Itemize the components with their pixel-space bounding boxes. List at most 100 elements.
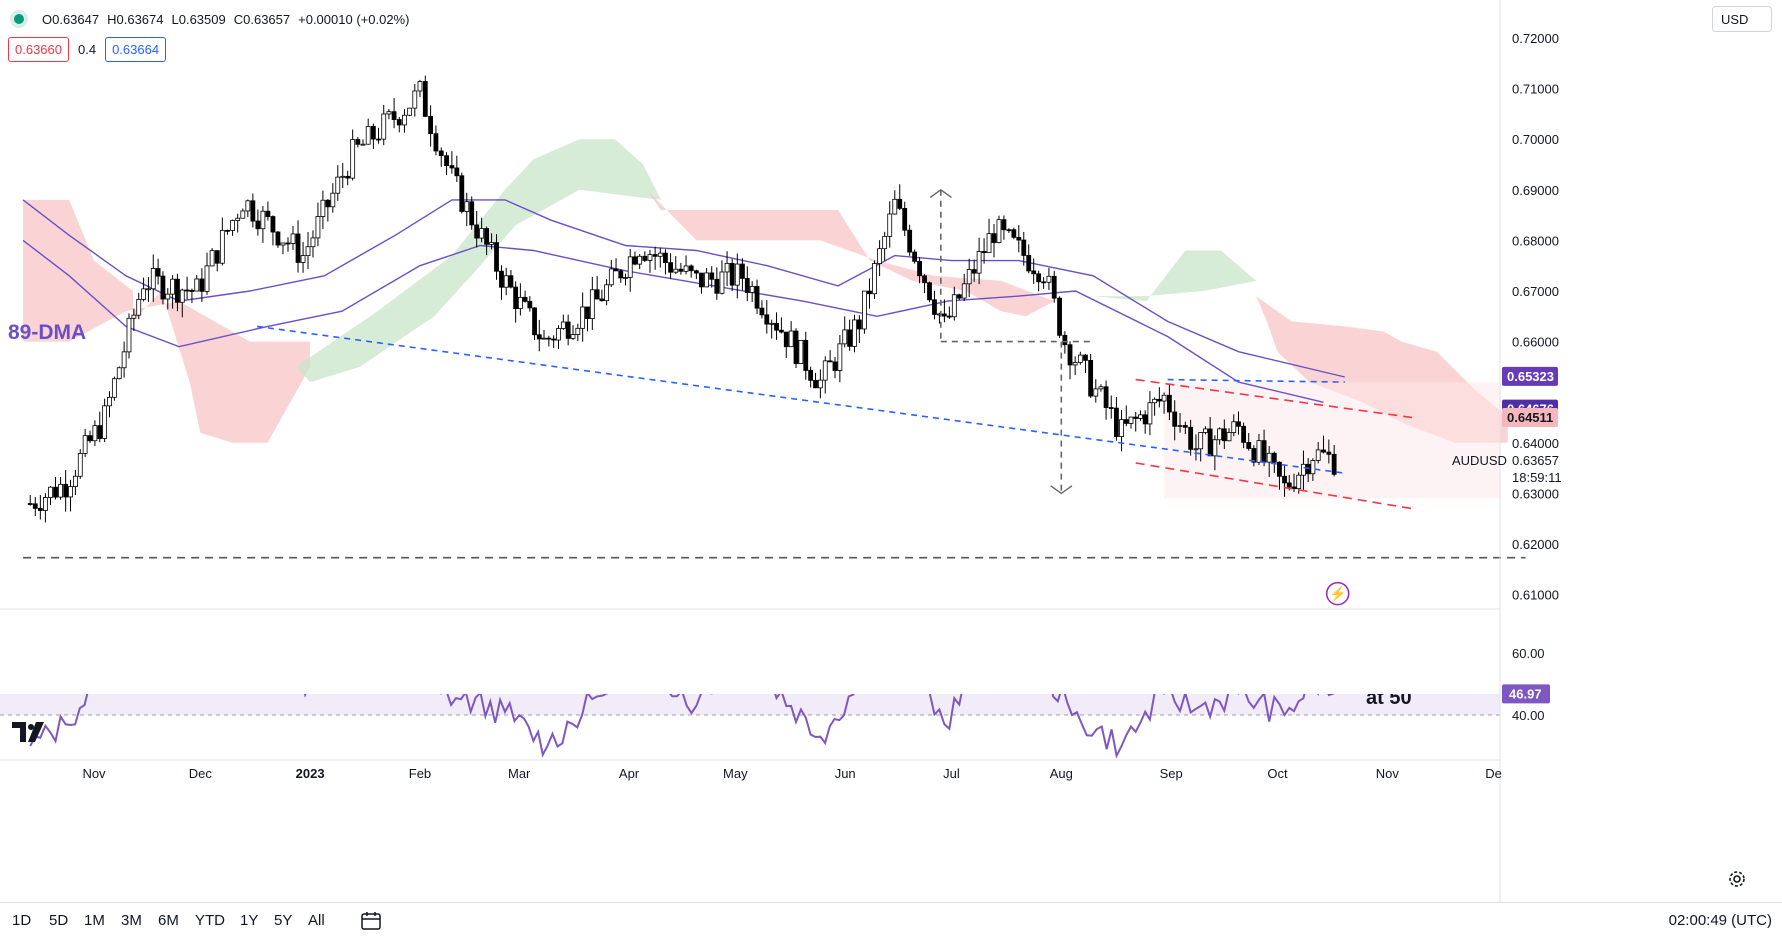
price-tick-label: 0.69000 xyxy=(1512,183,1559,198)
range-5d-button[interactable]: 5D xyxy=(49,912,69,929)
candle-body xyxy=(1271,452,1277,463)
candle-body xyxy=(391,111,397,120)
candle-body xyxy=(951,294,957,318)
candle-body xyxy=(111,378,117,398)
range-5y-button[interactable]: 5Y xyxy=(274,912,293,929)
candle-body xyxy=(856,319,862,330)
candle-body xyxy=(719,271,725,294)
candle-body xyxy=(709,272,715,280)
candle-body xyxy=(941,313,947,317)
candle-body xyxy=(175,278,180,303)
candle-body xyxy=(260,210,266,230)
time-tick-label: Jun xyxy=(835,766,856,781)
candle-body xyxy=(412,90,418,109)
bid-button[interactable]: 0.63660 xyxy=(8,37,69,62)
time-tick-label: Jul xyxy=(943,766,960,781)
candle-body xyxy=(230,220,235,231)
range-all-button[interactable]: All xyxy=(308,912,325,929)
candle-body xyxy=(517,296,523,310)
candle-body xyxy=(199,278,205,292)
channel-highlight xyxy=(1164,382,1501,499)
candle-body xyxy=(438,150,444,157)
candle-body xyxy=(922,275,927,284)
blue-support-trendline xyxy=(256,325,1345,474)
price-tick-label: 0.61000 xyxy=(1512,588,1559,603)
candle-body xyxy=(877,248,883,264)
utc-clock[interactable]: 02:00:49 (UTC) xyxy=(1668,912,1772,929)
candle-body xyxy=(754,285,760,309)
range-6m-button[interactable]: 6M xyxy=(158,912,179,929)
range-1y-button[interactable]: 1Y xyxy=(240,912,259,929)
candle-body xyxy=(693,270,699,274)
candle-body xyxy=(793,330,799,364)
candle-body xyxy=(407,107,413,116)
candle-body xyxy=(688,265,694,272)
candle-body xyxy=(1011,229,1017,238)
candle-body xyxy=(1046,275,1052,283)
candle-body xyxy=(744,278,750,293)
candle-body xyxy=(1221,428,1227,442)
time-tick-label: Oct xyxy=(1267,766,1288,781)
candle-body xyxy=(1291,486,1297,490)
candle-body xyxy=(897,198,903,209)
candle-body xyxy=(927,282,932,301)
logo-part-1 xyxy=(12,722,26,742)
candle-body xyxy=(522,296,528,302)
range-1d-button[interactable]: 1D xyxy=(12,912,32,929)
candle-body xyxy=(714,278,720,294)
calendar-range-icon[interactable] xyxy=(360,911,382,931)
candle-body xyxy=(325,199,331,208)
candle-body xyxy=(580,306,586,329)
currency-label: USD xyxy=(1721,11,1749,27)
logo-part-3 xyxy=(28,722,44,742)
candle-body xyxy=(956,294,962,299)
candle-body xyxy=(541,337,547,340)
candle-body xyxy=(585,306,590,319)
candle-body xyxy=(265,210,271,217)
candle-body xyxy=(556,328,561,341)
candle-body xyxy=(852,319,857,347)
price-tick-label: 0.67000 xyxy=(1512,284,1559,299)
candle-body xyxy=(250,200,256,222)
candle-body xyxy=(1142,414,1148,425)
candle-body xyxy=(1226,432,1232,442)
candle-body xyxy=(219,229,225,264)
price-tag-label: 0.64511 xyxy=(1507,410,1553,425)
range-1m-button[interactable]: 1M xyxy=(84,912,105,929)
candle-body xyxy=(813,379,818,389)
candle-body xyxy=(1006,229,1012,232)
candle-body xyxy=(270,216,276,233)
candle-body xyxy=(546,337,552,340)
ma-annotation: 89-DMA xyxy=(8,321,86,344)
time-tick-label: De xyxy=(1485,766,1502,781)
candle-body xyxy=(1152,398,1158,404)
ohlc-legend: O0.63647 H0.63674 L0.63509 C0.63657 +0.0… xyxy=(14,8,409,30)
candle-body xyxy=(704,272,709,288)
range-ytd-button[interactable]: YTD xyxy=(195,912,225,929)
candle-body xyxy=(82,435,88,454)
candle-body xyxy=(837,343,843,371)
time-tick-label: Dec xyxy=(189,766,213,781)
candle-body xyxy=(320,199,326,217)
candle-body xyxy=(235,217,241,221)
ask-button[interactable]: 0.63664 xyxy=(105,37,167,62)
candle-body xyxy=(532,307,537,336)
candle-body xyxy=(508,275,514,288)
candle-body xyxy=(350,139,356,179)
settings-gear-icon[interactable] xyxy=(1726,868,1748,890)
time-tick-label: Sep xyxy=(1160,766,1183,781)
candle-body xyxy=(280,242,286,246)
candle-body xyxy=(1172,411,1178,427)
candle-body xyxy=(1321,449,1326,453)
range-3m-button[interactable]: 3M xyxy=(121,912,142,929)
currency-select[interactable]: USD xyxy=(1712,6,1772,32)
candle-body xyxy=(1103,386,1109,408)
candle-body xyxy=(637,255,643,265)
candle-body xyxy=(589,289,595,319)
candle-body xyxy=(102,405,108,439)
candle-body xyxy=(907,229,913,253)
candle-body xyxy=(305,246,311,257)
candle-body xyxy=(783,331,789,348)
